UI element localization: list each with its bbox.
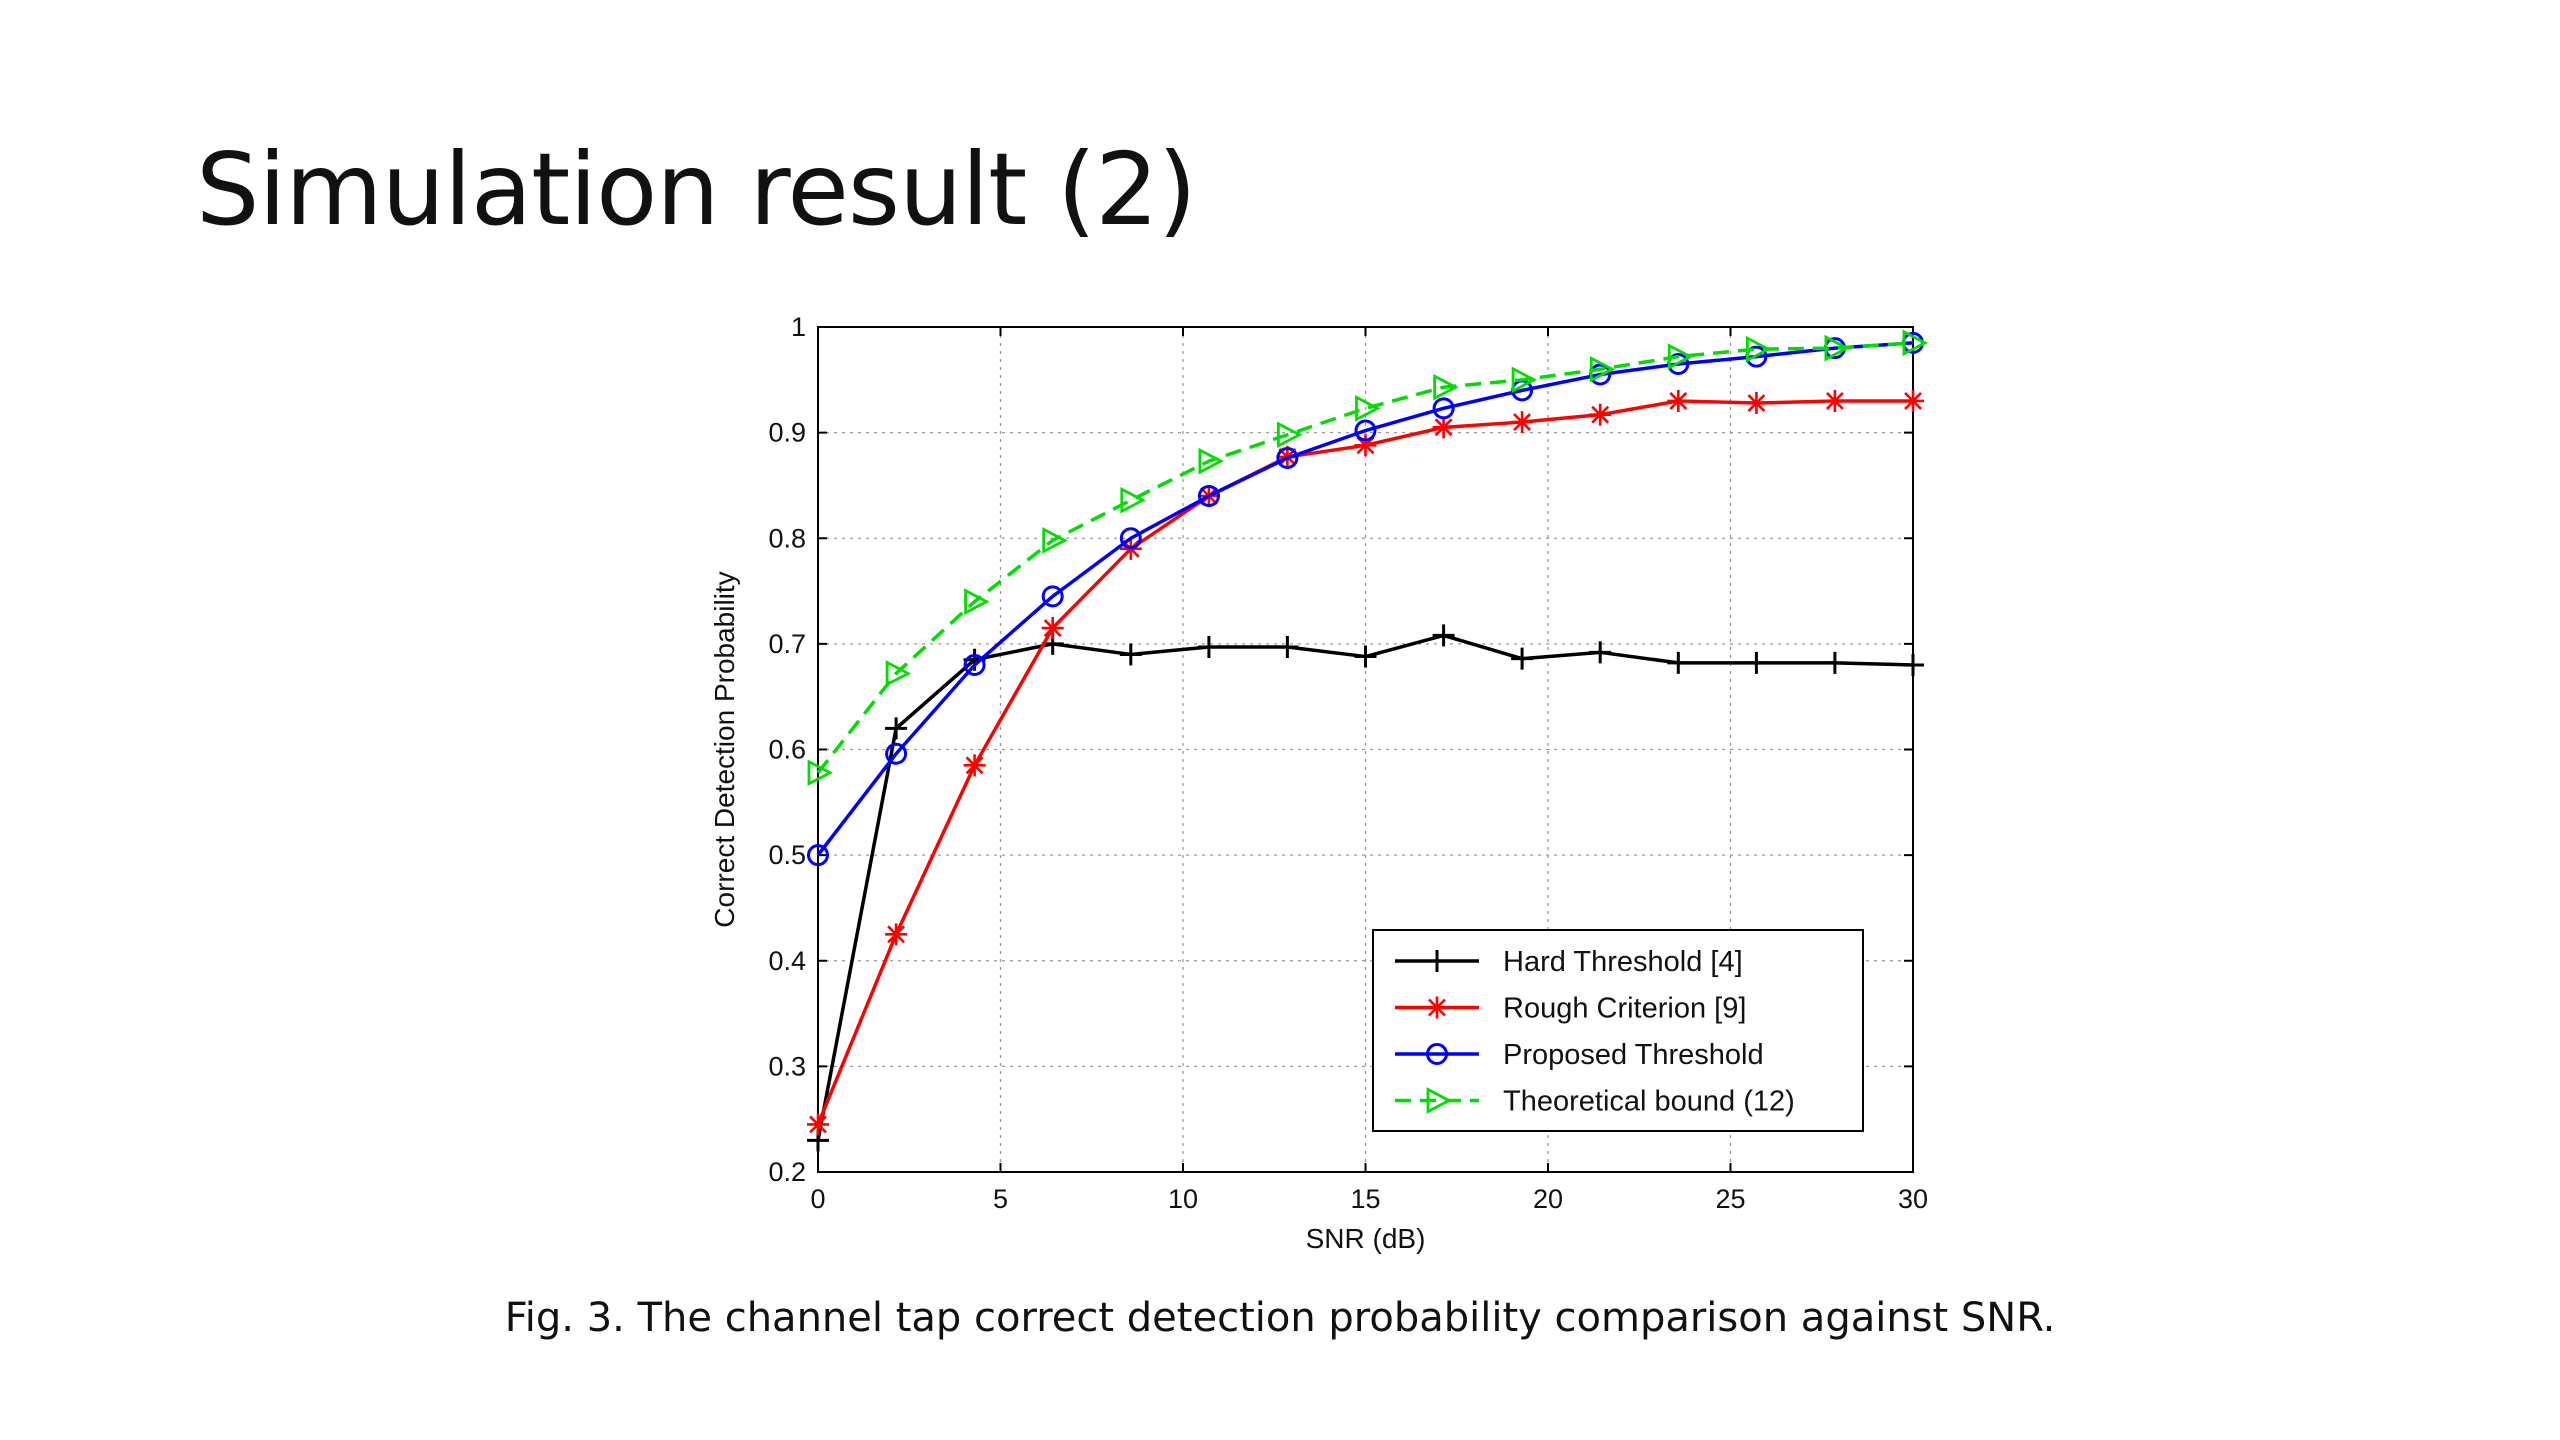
y-tick-label: 0.2	[768, 1157, 806, 1187]
series-line	[816, 341, 1914, 857]
legend-label: Theoretical bound (12)	[1503, 1086, 1795, 1118]
data-point-marker	[807, 844, 829, 867]
data-point-marker	[885, 742, 908, 765]
x-tick-label: 5	[993, 1184, 1008, 1214]
legend-marker	[1426, 950, 1448, 972]
data-point-marker	[1432, 397, 1455, 420]
chart-legend: Hard Threshold [4] Rough Criterion [9] Pro…	[1372, 929, 1864, 1132]
data-point-marker	[1745, 392, 1768, 415]
x-tick-label: 30	[1898, 1184, 1928, 1214]
data-point-marker	[1355, 395, 1381, 422]
series-proposed-threshold	[807, 331, 1924, 867]
x-tick-label: 25	[1715, 1184, 1745, 1214]
axis-ticks: 0 5 10 15 20 25 30 0.2 0.3 0.4 0.5 0.6 0.7 0.8 0.9 1	[768, 312, 1928, 1214]
data-point-marker	[885, 717, 908, 740]
data-point-marker	[1354, 645, 1377, 668]
y-tick-label: 0.9	[768, 418, 806, 448]
series-line	[816, 341, 1914, 774]
data-point-marker	[1667, 389, 1690, 412]
figure-caption: Fig. 3. The channel tap correct detectio…	[504, 1295, 2056, 1341]
data-point-marker	[1198, 447, 1224, 475]
data-point-marker	[1745, 651, 1768, 674]
data-point-marker	[1511, 647, 1534, 670]
legend-entry: Rough Criterion [9]	[1395, 993, 1746, 1025]
y-tick-label: 0.6	[768, 735, 806, 765]
data-point-marker	[1432, 624, 1455, 647]
legend-marker	[1426, 1043, 1448, 1065]
data-point-marker	[1276, 421, 1303, 449]
data-point-marker	[1119, 527, 1142, 550]
data-point-marker	[1511, 366, 1538, 394]
y-axis-label: Correct Detection Probability	[709, 571, 740, 927]
data-point-marker	[1746, 335, 1772, 363]
data-point-marker	[1042, 527, 1068, 554]
x-tick-label: 0	[810, 1184, 825, 1214]
y-tick-label: 0.5	[768, 840, 806, 870]
legend-marker	[1426, 1087, 1453, 1114]
data-point-marker	[1511, 411, 1534, 434]
data-point-marker	[1902, 654, 1924, 676]
data-point-marker	[1119, 643, 1142, 666]
data-point-marker	[1354, 419, 1377, 442]
data-point-marker	[1120, 486, 1146, 514]
legend-label: Proposed Threshold	[1503, 1039, 1764, 1071]
data-point-marker	[1041, 617, 1064, 640]
data-point-marker	[1902, 329, 1929, 357]
data-point-marker	[1667, 651, 1690, 674]
data-point-marker	[1902, 389, 1924, 412]
data-point-marker	[1041, 585, 1064, 608]
y-tick-label: 1	[791, 312, 806, 342]
data-point-marker	[1354, 434, 1377, 457]
slide-title: Simulation result (2)	[196, 131, 1197, 248]
legend-box	[1372, 929, 1864, 1132]
legend-entry: Proposed Threshold	[1395, 1039, 1764, 1071]
y-tick-label: 0.7	[768, 629, 806, 659]
legend-marker	[1426, 996, 1448, 1019]
data-point-marker	[1823, 651, 1846, 674]
chart-series	[807, 329, 1929, 1152]
data-point-marker	[885, 923, 908, 946]
data-point-marker	[1824, 334, 1850, 362]
legend-label: Rough Criterion [9]	[1503, 993, 1746, 1025]
y-tick-label: 0.4	[768, 946, 806, 976]
data-point-marker	[1589, 403, 1612, 426]
legend-label: Hard Threshold [4]	[1503, 946, 1743, 978]
y-tick-label: 0.3	[768, 1051, 806, 1081]
x-tick-label: 15	[1350, 1184, 1380, 1214]
x-axis-label: SNR (dB)	[1306, 1223, 1426, 1254]
data-point-marker	[963, 754, 986, 777]
data-point-marker	[1667, 343, 1694, 370]
data-point-marker	[963, 654, 986, 676]
data-point-marker	[1197, 485, 1220, 507]
legend-entry: Theoretical bound (12)	[1395, 1086, 1795, 1118]
data-point-marker	[1433, 373, 1459, 401]
series-hard-threshold-4	[807, 624, 1924, 1152]
data-point-marker	[1276, 446, 1299, 469]
legend-entry: Hard Threshold [4]	[1395, 946, 1743, 978]
y-tick-label: 0.8	[768, 523, 806, 553]
data-point-marker	[1276, 636, 1299, 659]
data-point-marker	[807, 1113, 829, 1136]
data-point-marker	[1589, 641, 1612, 664]
x-tick-label: 20	[1533, 1184, 1563, 1214]
x-tick-label: 10	[1168, 1184, 1198, 1214]
data-point-marker	[885, 660, 912, 687]
data-point-marker	[1432, 416, 1455, 439]
data-point-marker	[1197, 636, 1220, 659]
data-point-marker	[1589, 355, 1616, 383]
data-point-marker	[807, 759, 834, 787]
series-theoretical-bound-12	[807, 329, 1929, 787]
data-point-marker	[964, 588, 990, 615]
data-point-marker	[1823, 389, 1846, 412]
